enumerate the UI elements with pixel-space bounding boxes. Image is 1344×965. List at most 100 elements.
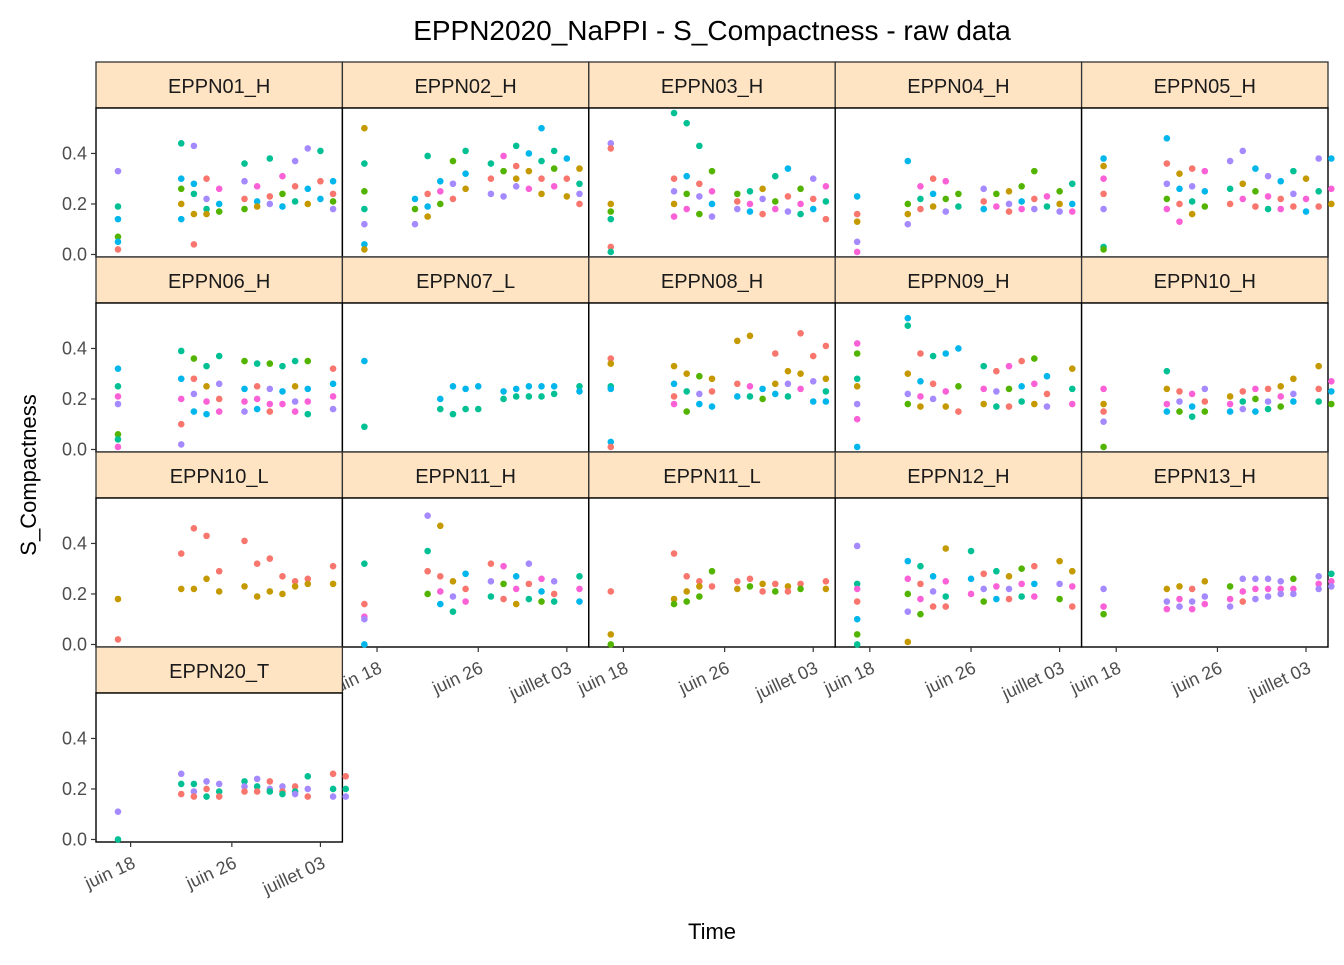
data-point — [1277, 383, 1285, 390]
data-point — [797, 370, 804, 378]
facet-points — [1100, 362, 1335, 451]
data-point — [917, 377, 924, 385]
data-point — [538, 190, 545, 198]
data-point — [1264, 585, 1272, 593]
data-point — [1239, 588, 1247, 595]
data-point — [759, 185, 766, 193]
data-point — [683, 172, 690, 180]
data-point — [853, 580, 861, 588]
data-point — [929, 203, 937, 210]
data-point — [279, 172, 286, 180]
data-point — [253, 775, 261, 783]
data-point — [1226, 408, 1234, 415]
data-point — [500, 167, 507, 175]
data-point — [361, 615, 368, 623]
data-point — [114, 233, 122, 241]
data-point — [241, 537, 248, 545]
data-point — [980, 385, 988, 393]
data-point — [361, 124, 368, 132]
data-point — [942, 403, 950, 410]
data-point — [904, 314, 912, 322]
data-point — [1226, 393, 1234, 400]
data-point — [361, 641, 368, 648]
data-point — [708, 403, 716, 410]
data-point — [917, 182, 924, 190]
data-point — [607, 438, 615, 446]
data-point — [771, 350, 779, 357]
data-point — [955, 383, 962, 390]
data-point — [190, 210, 198, 218]
data-point — [917, 610, 924, 618]
data-point — [241, 398, 248, 405]
data-point — [550, 147, 558, 155]
data-point — [1056, 557, 1063, 565]
data-point — [1100, 585, 1107, 593]
data-point — [1176, 170, 1183, 177]
data-point — [797, 330, 804, 337]
data-point — [361, 423, 368, 431]
data-point — [576, 383, 583, 390]
data-point — [771, 205, 779, 213]
data-point — [1252, 595, 1259, 603]
data-point — [929, 380, 937, 388]
data-point — [1043, 403, 1051, 410]
y-tick-label: 0.2 — [62, 194, 87, 214]
data-point — [1005, 385, 1013, 393]
y-tick-label: 0.0 — [62, 634, 87, 654]
data-point — [266, 788, 274, 795]
data-point — [241, 205, 248, 213]
facet-plot-area — [95, 302, 344, 453]
data-point — [1068, 583, 1076, 590]
data-point — [1226, 583, 1234, 590]
data-point — [241, 195, 248, 203]
x-tick-label: juillet 03 — [752, 657, 821, 703]
data-point — [304, 385, 312, 393]
data-point — [1163, 160, 1171, 167]
data-point — [929, 588, 937, 595]
data-point — [462, 170, 469, 177]
facet-strip — [834, 451, 1083, 499]
x-tick-label: juin 26 — [1168, 657, 1225, 698]
data-point — [266, 193, 274, 200]
data-point — [266, 555, 274, 562]
data-point — [980, 362, 988, 370]
data-point — [576, 180, 583, 188]
data-point — [822, 215, 830, 223]
data-point — [291, 583, 299, 590]
data-point — [462, 585, 469, 593]
data-point — [759, 580, 766, 588]
data-point — [683, 572, 690, 580]
data-point — [784, 165, 792, 172]
data-point — [304, 200, 312, 208]
data-point — [708, 213, 716, 220]
data-point — [1201, 593, 1209, 600]
chart-title: EPPN2020_NaPPI - S_Compactness - raw dat… — [413, 15, 1011, 46]
data-point — [853, 218, 861, 225]
data-point — [1328, 388, 1335, 395]
data-point — [215, 185, 223, 193]
data-point — [696, 583, 703, 590]
facet-plot-area — [341, 302, 590, 453]
data-point — [449, 180, 457, 188]
data-point — [1226, 157, 1234, 165]
y-tick-label: 0.0 — [62, 244, 87, 264]
data-point — [853, 375, 861, 383]
data-point — [1188, 585, 1196, 593]
data-point — [670, 109, 678, 117]
facet-plot-area — [1080, 302, 1329, 453]
data-point — [449, 383, 457, 390]
data-point — [853, 542, 861, 550]
data-point — [1163, 598, 1171, 605]
data-point — [1239, 180, 1247, 188]
data-point — [993, 388, 1000, 395]
data-point — [1328, 185, 1335, 193]
data-point — [955, 190, 962, 198]
data-point — [797, 185, 804, 193]
data-point — [177, 441, 185, 448]
data-point — [512, 162, 520, 170]
data-point — [853, 248, 861, 256]
data-point — [1226, 400, 1234, 408]
x-tick-label: juillet 03 — [259, 852, 328, 898]
data-point — [462, 147, 469, 155]
